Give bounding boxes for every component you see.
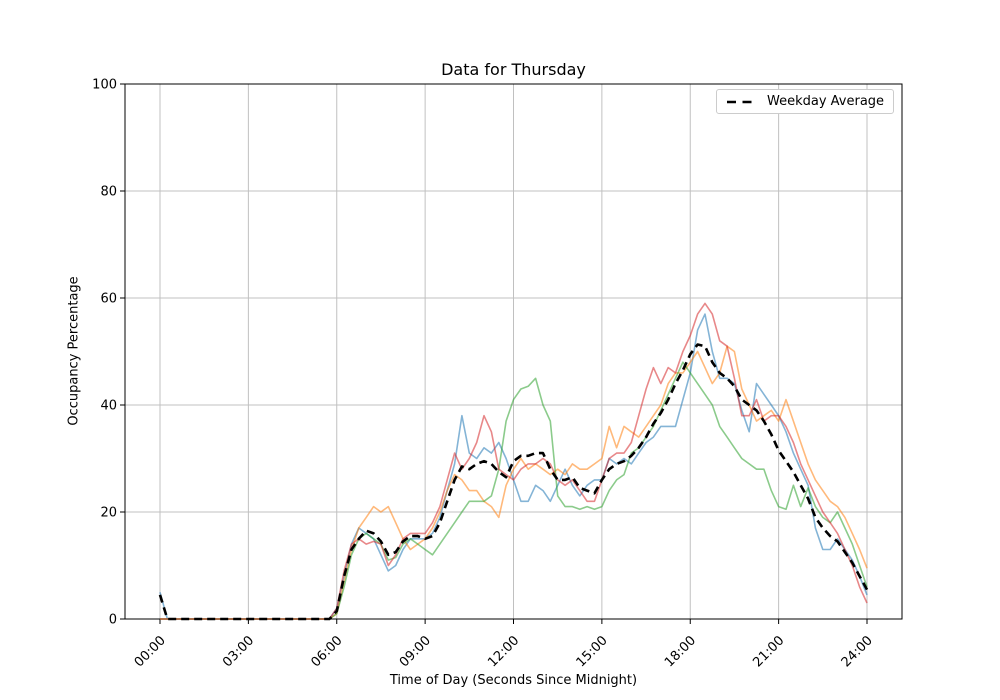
dashed-line-sample-icon bbox=[727, 100, 757, 103]
x-axis-label: Time of Day (Seconds Since Midnight) bbox=[389, 673, 638, 688]
average-line bbox=[158, 343, 869, 621]
x-tick-label: 24:00 bbox=[839, 633, 876, 670]
y-tick-label: 0 bbox=[109, 613, 117, 628]
x-tick-label: 15:00 bbox=[574, 633, 611, 670]
y-axis-label: Occupancy Percentage bbox=[66, 276, 82, 426]
x-tick-label: 18:00 bbox=[662, 633, 699, 670]
x-tick-label: 06:00 bbox=[308, 633, 345, 670]
legend: Weekday Average bbox=[716, 89, 895, 114]
y-tick-label: 60 bbox=[100, 292, 117, 307]
y-tick-label: 40 bbox=[100, 399, 117, 414]
y-tick-label: 80 bbox=[100, 185, 117, 200]
chart-title: Data for Thursday bbox=[441, 60, 586, 79]
x-tick-label: 09:00 bbox=[397, 633, 434, 670]
x-tick-label: 03:00 bbox=[220, 633, 257, 670]
y-tick-label: 20 bbox=[100, 506, 117, 521]
y-tick-label: 100 bbox=[92, 78, 117, 93]
x-tick-label: 21:00 bbox=[750, 633, 787, 670]
x-tick-label: 00:00 bbox=[132, 633, 169, 670]
x-tick-label: 12:00 bbox=[485, 633, 522, 670]
legend-label: Weekday Average bbox=[767, 94, 885, 109]
